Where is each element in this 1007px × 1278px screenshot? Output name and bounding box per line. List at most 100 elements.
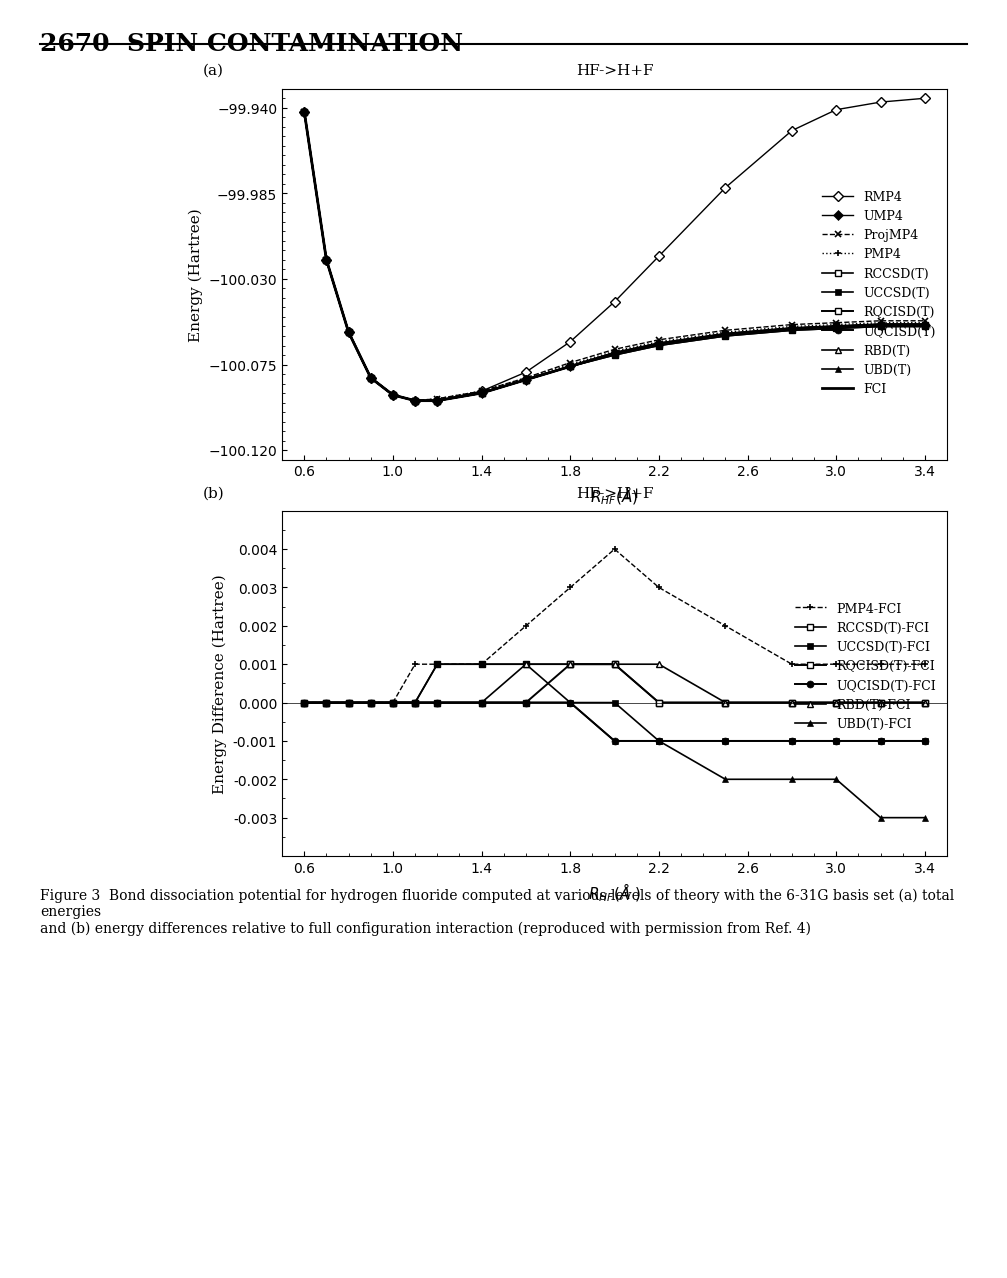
RMP4 — [564, 335, 576, 350]
Line: UBD(T)-FCI: UBD(T)-FCI — [301, 699, 927, 822]
UBD(T)-FCI — [719, 772, 731, 787]
UQCISD(T) — [520, 373, 532, 389]
UMP4 — [365, 371, 377, 386]
UQCISD(T)-FCI — [719, 734, 731, 749]
PMP4-FCI — [608, 542, 620, 557]
UQCISD(T)-FCI — [918, 734, 930, 749]
UBD(T) — [874, 317, 886, 332]
UCCSD(T)-FCI — [298, 695, 310, 711]
Line: RBD(T)-FCI: RBD(T)-FCI — [301, 661, 927, 707]
UBD(T)-FCI — [409, 695, 421, 711]
RQCISD(T)-FCI — [387, 695, 399, 711]
RCCSD(T) — [520, 373, 532, 389]
Line: UQCISD(T)-FCI: UQCISD(T)-FCI — [301, 699, 927, 745]
RQCISD(T)-FCI — [564, 657, 576, 672]
PMP4 — [342, 325, 354, 340]
UCCSD(T) — [785, 323, 798, 339]
UQCISD(T)-FCI — [298, 695, 310, 711]
RBD(T) — [387, 387, 399, 403]
PMP4 — [918, 316, 930, 331]
Line: UBD(T): UBD(T) — [301, 109, 927, 405]
RBD(T)-FCI — [874, 695, 886, 711]
X-axis label: $R_{HF}(\AA\ )$: $R_{HF}(\AA\ )$ — [588, 881, 640, 904]
FCI — [387, 387, 399, 403]
RBD(T)-FCI — [520, 657, 532, 672]
FCI — [320, 253, 332, 268]
RQCISD(T)-FCI — [830, 695, 842, 711]
UCCSD(T) — [564, 359, 576, 374]
UQCISD(T) — [874, 317, 886, 332]
UCCSD(T) — [342, 325, 354, 340]
RMP4 — [719, 180, 731, 196]
FCI — [520, 373, 532, 389]
UMP4 — [431, 394, 443, 409]
UBD(T) — [320, 253, 332, 268]
UQCISD(T) — [918, 317, 930, 332]
RQCISD(T)-FCI — [874, 695, 886, 711]
UCCSD(T)-FCI — [409, 695, 421, 711]
PMP4 — [365, 371, 377, 386]
PMP4-FCI — [431, 657, 443, 672]
PMP4-FCI — [918, 657, 930, 672]
RMP4 — [387, 387, 399, 403]
UQCISD(T) — [830, 320, 842, 335]
UCCSD(T) — [918, 320, 930, 335]
RCCSD(T) — [564, 359, 576, 374]
PMP4 — [387, 387, 399, 403]
RBD(T) — [719, 327, 731, 343]
RQCISD(T) — [564, 359, 576, 374]
PMP4 — [320, 253, 332, 268]
UCCSD(T)-FCI — [874, 734, 886, 749]
RCCSD(T)-FCI — [719, 695, 731, 711]
UQCISD(T) — [298, 105, 310, 120]
UCCSD(T)-FCI — [564, 695, 576, 711]
RQCISD(T) — [475, 386, 487, 401]
UCCSD(T) — [608, 348, 620, 363]
RCCSD(T)-FCI — [564, 657, 576, 672]
UMP4 — [342, 325, 354, 340]
RBD(T)-FCI — [719, 695, 731, 711]
ProjMP4 — [342, 325, 354, 340]
RQCISD(T)-FCI — [520, 695, 532, 711]
RBD(T) — [320, 253, 332, 268]
Line: UCCSD(T): UCCSD(T) — [301, 109, 927, 405]
PMP4 — [409, 394, 421, 409]
RBD(T) — [874, 317, 886, 332]
UQCISD(T) — [719, 327, 731, 343]
UMP4 — [608, 346, 620, 362]
RQCISD(T)-FCI — [918, 695, 930, 711]
UBD(T)-FCI — [342, 695, 354, 711]
UCCSD(T)-FCI — [653, 734, 665, 749]
RBD(T)-FCI — [387, 695, 399, 711]
RMP4 — [409, 394, 421, 409]
RCCSD(T) — [653, 339, 665, 354]
RMP4 — [365, 371, 377, 386]
UQCISD(T)-FCI — [564, 695, 576, 711]
RCCSD(T)-FCI — [918, 695, 930, 711]
UBD(T) — [520, 373, 532, 389]
UQCISD(T) — [785, 321, 798, 336]
RBD(T)-FCI — [564, 657, 576, 672]
UQCISD(T)-FCI — [409, 695, 421, 711]
RQCISD(T) — [365, 371, 377, 386]
UMP4 — [320, 253, 332, 268]
Line: UMP4: UMP4 — [301, 109, 927, 405]
Line: ProjMP4: ProjMP4 — [301, 109, 927, 405]
UBD(T)-FCI — [564, 695, 576, 711]
UQCISD(T) — [365, 371, 377, 386]
RQCISD(T)-FCI — [785, 695, 798, 711]
Y-axis label: Energy Difference (Hartree): Energy Difference (Hartree) — [212, 574, 228, 794]
RBD(T) — [608, 346, 620, 362]
RCCSD(T) — [785, 323, 798, 339]
UCCSD(T)-FCI — [719, 734, 731, 749]
RCCSD(T)-FCI — [298, 695, 310, 711]
RBD(T) — [785, 321, 798, 336]
UBD(T) — [653, 336, 665, 351]
UCCSD(T)-FCI — [475, 657, 487, 672]
FCI — [785, 321, 798, 336]
UQCISD(T)-FCI — [653, 734, 665, 749]
RCCSD(T) — [298, 105, 310, 120]
RCCSD(T)-FCI — [365, 695, 377, 711]
UCCSD(T)-FCI — [785, 734, 798, 749]
UMP4 — [874, 317, 886, 332]
